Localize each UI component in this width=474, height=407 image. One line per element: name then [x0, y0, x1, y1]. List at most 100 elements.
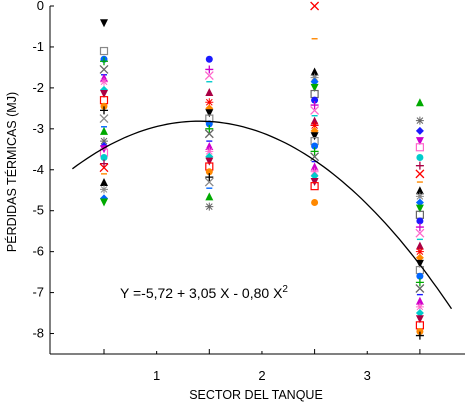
data-point: [415, 126, 424, 135]
x-axis-title: SECTOR DEL TANQUE: [189, 388, 323, 402]
data-point: [415, 284, 425, 293]
data-point: [100, 159, 108, 168]
data-point: [310, 101, 319, 110]
data-point: [415, 331, 424, 340]
data-point: [205, 142, 214, 151]
data-point: [310, 132, 319, 141]
data-point: [205, 124, 214, 133]
data-point: [205, 202, 214, 211]
data-point: [310, 162, 319, 171]
y-tick-label: -5: [32, 203, 44, 218]
data-point: [100, 126, 108, 135]
data-point: [310, 73, 319, 82]
labels: PÉRDIDAS TÉRMICAS (MJ) SECTOR DEL TANQUE…: [4, 92, 323, 402]
data-point: [310, 121, 319, 130]
data-point: [205, 168, 213, 176]
data-point: [311, 199, 319, 207]
data-point: [415, 98, 424, 107]
data-point: [100, 102, 108, 110]
data-point: [415, 116, 424, 125]
fit-curve-group: [72, 120, 453, 310]
y-tick-label: -6: [32, 244, 44, 259]
data-point: [204, 71, 214, 81]
data-point: [310, 1, 320, 11]
x-tick-label: 3: [364, 368, 371, 383]
y-tick-label: -4: [32, 162, 44, 177]
fit-equation: Y =-5,72 + 3,05 X - 0,80 X2: [120, 284, 288, 301]
data-point: [415, 192, 424, 201]
y-tick-label: -3: [32, 121, 44, 136]
data-point: [415, 309, 424, 318]
data-point: [415, 315, 424, 324]
y-tick-label: 0: [37, 0, 44, 13]
data-point: [415, 198, 424, 207]
x-tick-label: 1: [153, 368, 160, 383]
x-tick-label: 2: [258, 368, 265, 383]
y-tick-label: -7: [32, 285, 44, 300]
data-point: [416, 217, 424, 225]
data-point: [310, 83, 319, 92]
data-point: [415, 247, 424, 256]
data-point: [100, 77, 108, 86]
data-point: [99, 163, 109, 173]
axes: 0 -1 -2 -3 -4 -5 -6 -7 -8 1 2 3: [32, 0, 465, 383]
data-point: [415, 204, 424, 213]
data-point: [205, 55, 213, 63]
data-point: [415, 161, 424, 170]
data-point: [415, 296, 424, 305]
data-point: [100, 106, 108, 115]
data-point: [310, 147, 319, 156]
data-point: [100, 90, 108, 99]
data-point: [204, 129, 214, 139]
y-tick-label: -2: [32, 80, 44, 95]
fit-equation-main: Y =-5,72 + 3,05 X - 0,80 X: [120, 285, 283, 301]
data-point: [205, 173, 214, 182]
data-point: [310, 105, 320, 115]
data-point: [100, 153, 108, 161]
data-point: [100, 178, 108, 187]
data-point: [311, 142, 319, 150]
data-point: [415, 253, 424, 262]
data-points: [99, 1, 425, 340]
data-point: [205, 98, 214, 107]
data-point: [99, 64, 109, 74]
data-point: [204, 177, 214, 187]
data-point: [415, 143, 424, 152]
data-point: [415, 223, 424, 232]
data-point: [100, 57, 108, 66]
data-point: [205, 192, 214, 201]
data-point: [310, 116, 319, 125]
data-point: [416, 153, 424, 161]
data-point: [310, 67, 319, 76]
data-point: [100, 137, 108, 146]
data-point: [311, 96, 319, 104]
data-point: [310, 171, 319, 180]
data-point: [205, 87, 214, 96]
data-point: [415, 137, 424, 146]
data-point: [415, 278, 424, 287]
y-axis-title: PÉRDIDAS TÉRMICAS (MJ): [4, 92, 19, 252]
data-point: [415, 228, 425, 238]
data-point: [100, 19, 108, 28]
data-point: [416, 272, 424, 280]
data-point: [310, 182, 319, 191]
data-point: [310, 77, 319, 86]
data-point: [415, 241, 424, 250]
data-point: [205, 157, 214, 166]
data-point: [310, 167, 319, 176]
data-point: [415, 169, 425, 179]
data-point: [416, 327, 424, 335]
data-point: [415, 302, 424, 311]
data-point: [415, 186, 424, 195]
fit-equation-superscript: 2: [282, 284, 288, 295]
data-point: [99, 114, 109, 124]
data-point: [99, 46, 109, 56]
y-tick-label: -1: [32, 39, 44, 54]
fit-curve: [72, 120, 453, 310]
data-point: [205, 147, 214, 156]
y-tick-label: -8: [32, 326, 44, 341]
data-point: [205, 65, 214, 74]
data-point: [205, 109, 214, 118]
